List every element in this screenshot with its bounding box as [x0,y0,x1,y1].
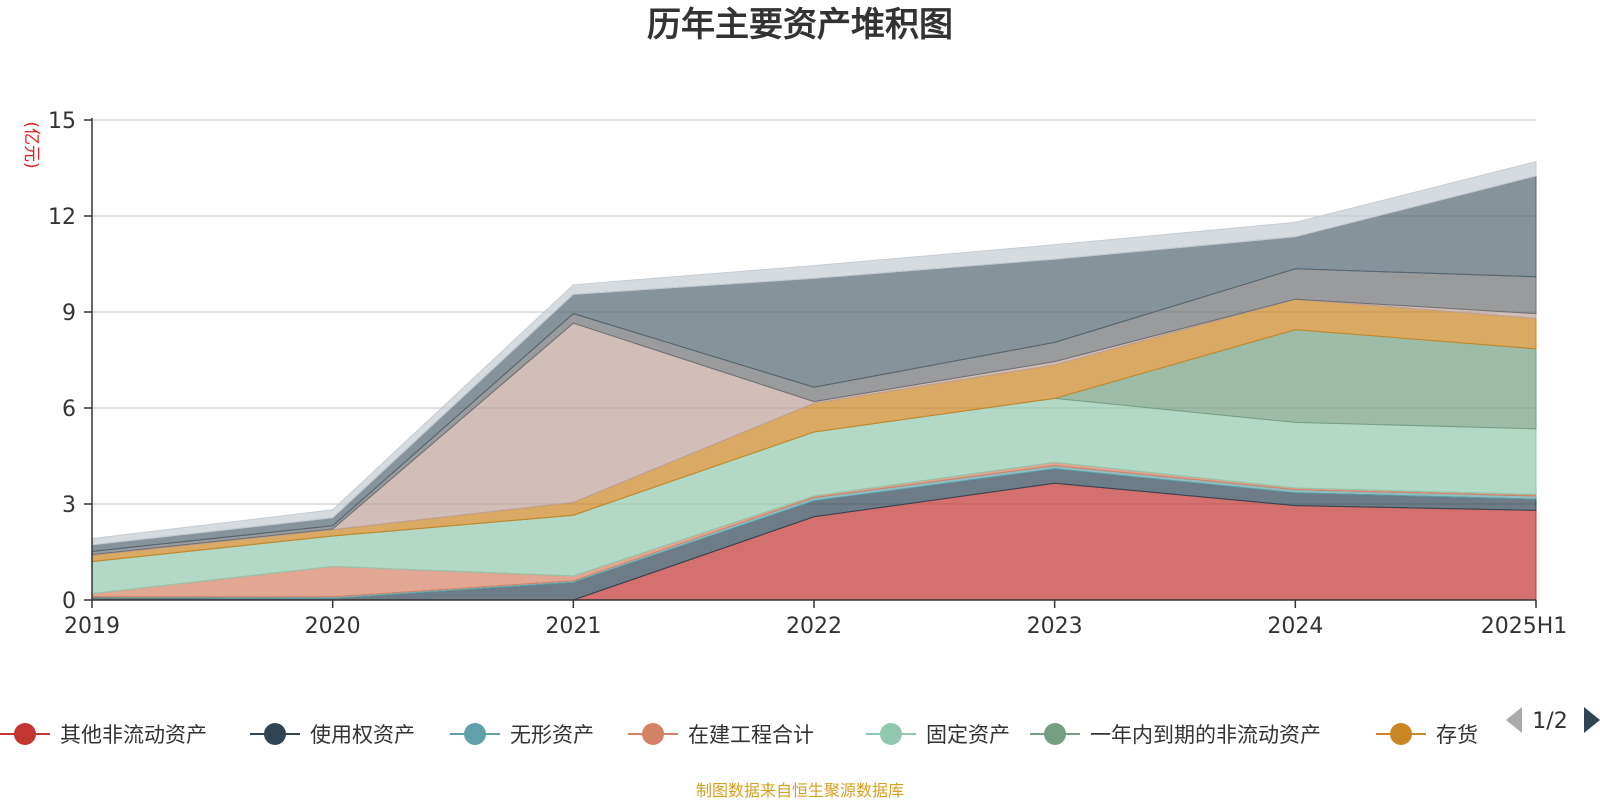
legend-label: 存货 [1436,723,1478,747]
legend-marker-icon [264,723,286,745]
legend-item[interactable]: 一年内到期的非流动资产 [1030,723,1321,747]
legend-next-page-icon[interactable] [1584,707,1600,733]
x-tick-label: 2025H1 [1481,614,1568,639]
legend-marker-icon [1390,723,1412,745]
legend-label: 无形资产 [510,723,594,747]
legend-marker-icon [464,723,486,745]
y-axis-unit-label: (亿元) [21,121,41,168]
legend-item[interactable]: 使用权资产 [250,723,415,747]
legend-prev-page-icon[interactable] [1506,707,1522,733]
x-tick-label: 2019 [64,614,120,639]
axes: 0 3 6 9 12 15 2019 2020 2021 2022 2023 2024 2025H1 [48,109,1567,639]
legend-item[interactable]: 其他非流动资产 [0,723,207,747]
y-tick-label: 12 [48,205,76,230]
legend-item[interactable]: 在建工程合计 [628,723,814,747]
legend-label: 其他非流动资产 [60,723,207,747]
legend-label: 在建工程合计 [688,723,814,747]
y-tick-label: 15 [48,109,76,134]
legend-marker-icon [1044,723,1066,745]
y-tick-label: 9 [62,301,76,326]
x-tick-label: 2020 [305,614,361,639]
data-source-note: 制图数据来自恒生聚源数据库 [696,781,904,800]
x-tick-label: 2022 [786,614,842,639]
x-tick-label: 2021 [545,614,601,639]
y-tick-label: 6 [62,397,76,422]
legend: 其他非流动资产 使用权资产 无形资产 在建工程合计 固定资产 一年内到期的非流动资产 存货 [0,723,1478,747]
x-tick-label: 2024 [1267,614,1323,639]
legend-item[interactable]: 固定资产 [866,723,1010,747]
legend-marker-icon [14,723,36,745]
legend-item[interactable]: 存货 [1376,723,1478,747]
area-series-group [91,160,1537,601]
chart-title: 历年主要资产堆积图 [647,5,953,45]
legend-label: 固定资产 [926,723,1010,747]
legend-marker-icon [642,723,664,745]
legend-marker-icon [880,723,902,745]
area-series-10 [91,160,1537,546]
x-tick-label: 2023 [1027,614,1083,639]
legend-label: 一年内到期的非流动资产 [1090,723,1321,747]
legend-page-indicator: 1/2 [1532,709,1567,734]
legend-pager: 1/2 [1506,707,1600,734]
legend-item[interactable]: 无形资产 [450,723,594,747]
y-tick-label: 0 [62,589,76,614]
legend-label: 使用权资产 [310,723,415,747]
y-tick-label: 3 [62,493,76,518]
